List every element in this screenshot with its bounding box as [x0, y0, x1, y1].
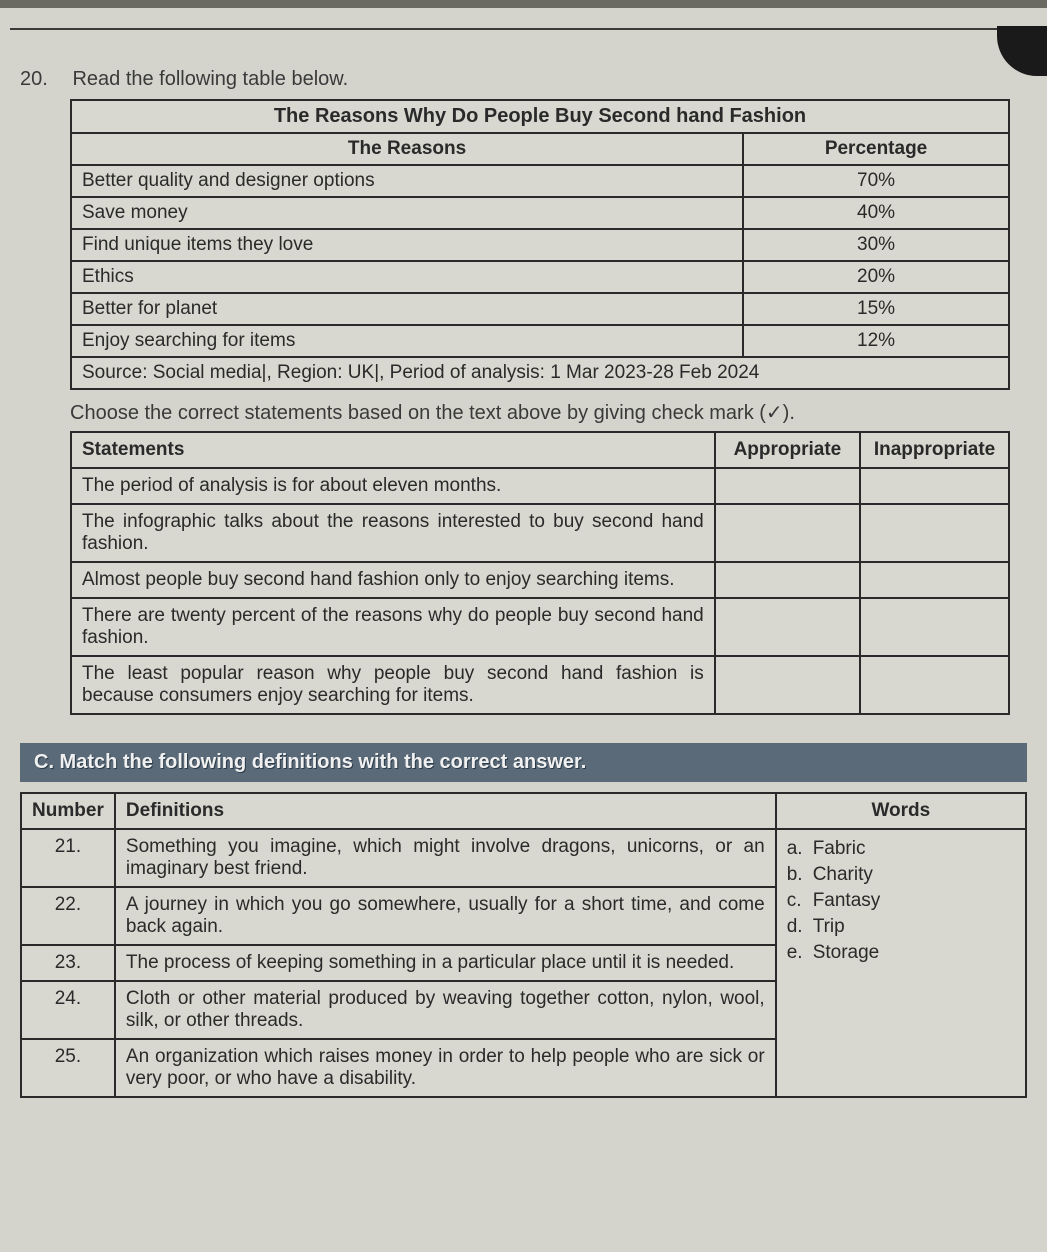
check-cell[interactable]	[860, 504, 1009, 562]
table-row: There are twenty percent of the reasons …	[71, 598, 1009, 656]
table-row: Better quality and designer options70%	[71, 165, 1009, 197]
worksheet-page: 20. Read the following table below. The …	[0, 0, 1047, 1252]
col-words: Words	[776, 793, 1026, 829]
check-cell[interactable]	[715, 598, 860, 656]
check-cell[interactable]	[860, 562, 1009, 598]
table-row: Save money40%	[71, 197, 1009, 229]
check-cell[interactable]	[860, 656, 1009, 714]
col-statements: Statements	[71, 432, 715, 468]
question-prompt: Read the following table below.	[72, 68, 348, 90]
check-cell[interactable]	[715, 504, 860, 562]
col-appropriate: Appropriate	[715, 432, 860, 468]
instruction-text: Choose the correct statements based on t…	[70, 400, 1027, 425]
col-percentage: Percentage	[743, 133, 1009, 165]
table-title: The Reasons Why Do People Buy Second han…	[71, 100, 1009, 133]
check-cell[interactable]	[715, 656, 860, 714]
table-row: Almost people buy second hand fashion on…	[71, 562, 1009, 598]
question-20: 20. Read the following table below. The …	[20, 68, 1027, 715]
question-number: 20.	[20, 68, 68, 91]
table-row: The least popular reason why people buy …	[71, 656, 1009, 714]
list-item: d.Trip	[787, 914, 1015, 940]
table-row: The period of analysis is for about elev…	[71, 468, 1009, 504]
check-cell[interactable]	[860, 468, 1009, 504]
col-reasons: The Reasons	[71, 133, 743, 165]
table-row: Better for planet15%	[71, 293, 1009, 325]
list-item: a.Fabric	[787, 836, 1015, 862]
list-item: b.Charity	[787, 862, 1015, 888]
table-source: Source: Social media|, Region: UK|, Peri…	[71, 357, 1009, 389]
section-c-header: C. Match the following definitions with …	[20, 743, 1027, 782]
words-cell: a.Fabric b.Charity c.Fantasy d.Trip e.St…	[776, 829, 1026, 1097]
list-item: c.Fantasy	[787, 888, 1015, 914]
check-cell[interactable]	[715, 468, 860, 504]
table-row: 21. Something you imagine, which might i…	[21, 829, 1026, 887]
reasons-table: The Reasons Why Do People Buy Second han…	[70, 99, 1010, 390]
table-row: Find unique items they love30%	[71, 229, 1009, 261]
definitions-table: Number Definitions Words 21. Something y…	[20, 792, 1027, 1098]
check-cell[interactable]	[715, 562, 860, 598]
col-definitions: Definitions	[115, 793, 776, 829]
check-cell[interactable]	[860, 598, 1009, 656]
col-inappropriate: Inappropriate	[860, 432, 1009, 468]
word-list: a.Fabric b.Charity c.Fantasy d.Trip e.St…	[787, 836, 1015, 966]
list-item: e.Storage	[787, 940, 1015, 966]
table-row: Ethics20%	[71, 261, 1009, 293]
statements-table: Statements Appropriate Inappropriate The…	[70, 431, 1010, 715]
table-row: Enjoy searching for items12%	[71, 325, 1009, 357]
table-row: The infographic talks about the reasons …	[71, 504, 1009, 562]
col-number: Number	[21, 793, 115, 829]
